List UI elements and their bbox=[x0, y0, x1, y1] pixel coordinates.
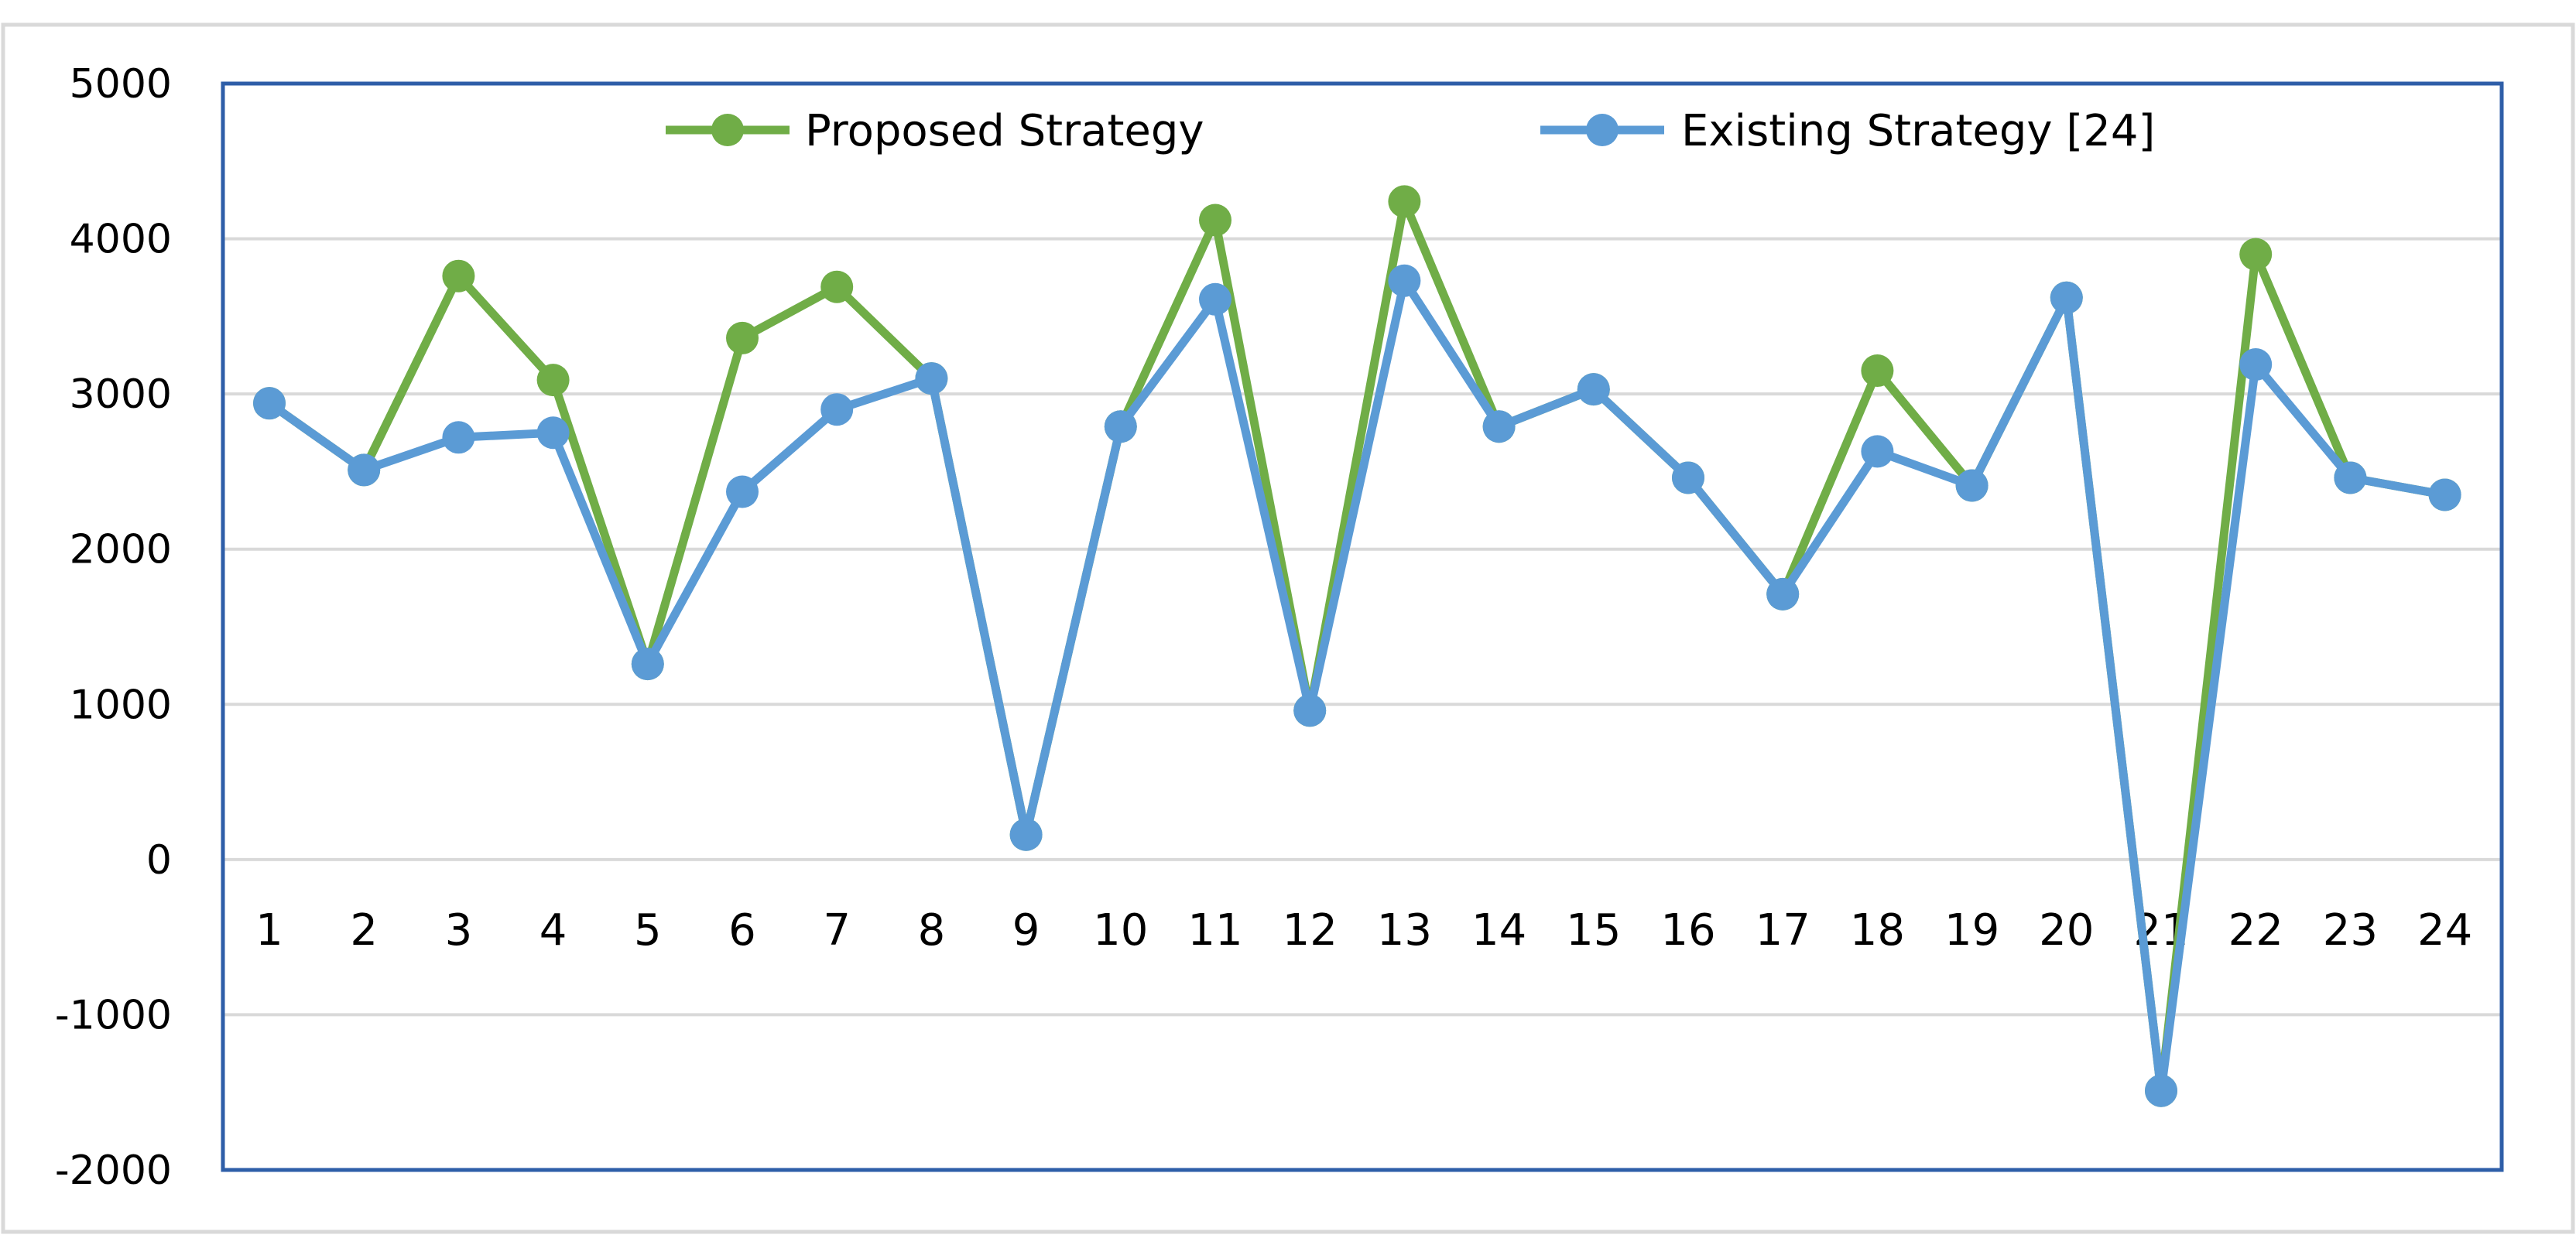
data-point bbox=[442, 259, 475, 292]
x-tick-label: 3 bbox=[445, 905, 473, 956]
legend-label: Existing Strategy [24] bbox=[1681, 106, 2155, 156]
x-tick-label: 10 bbox=[1093, 905, 1148, 956]
data-point bbox=[1577, 373, 1610, 406]
x-tick-label: 5 bbox=[634, 905, 662, 956]
series-2 bbox=[253, 264, 2461, 1107]
data-point bbox=[1388, 185, 1421, 218]
data-point bbox=[253, 387, 286, 420]
x-tick-label: 6 bbox=[728, 905, 756, 956]
y-tick-label: 1000 bbox=[70, 682, 172, 728]
y-tick-label: -2000 bbox=[55, 1148, 172, 1194]
x-tick-label: 23 bbox=[2323, 905, 2378, 956]
data-point bbox=[1955, 469, 1989, 502]
data-point bbox=[2428, 478, 2461, 511]
data-point bbox=[820, 270, 854, 303]
data-point bbox=[1199, 204, 1231, 237]
data-point bbox=[2050, 281, 2083, 314]
x-axis-tick-labels: 1 2 3 4 5 6 7 8 9 10 11 12 13 14 15 16 17 18 19 20 21 22 23 24 bbox=[255, 905, 2472, 956]
y-tick-label: 2000 bbox=[70, 527, 172, 573]
x-tick-label: 16 bbox=[1660, 905, 1715, 956]
x-tick-label: 18 bbox=[1850, 905, 1905, 956]
plot-area-border bbox=[221, 81, 2504, 1172]
data-point bbox=[1104, 410, 1137, 443]
x-tick-label: 24 bbox=[2417, 905, 2472, 956]
data-point bbox=[1482, 410, 1516, 443]
x-tick-label: 11 bbox=[1187, 905, 1242, 956]
data-point bbox=[1766, 577, 1800, 611]
data-point bbox=[536, 364, 570, 397]
x-tick-label: 2 bbox=[350, 905, 378, 956]
legend-marker bbox=[711, 114, 744, 146]
y-tick-label: 0 bbox=[146, 837, 172, 884]
legend: Proposed Strategy Existing Strategy [24] bbox=[666, 106, 2155, 156]
legend-marker bbox=[1586, 114, 1619, 146]
data-point bbox=[631, 648, 664, 681]
x-tick-label: 9 bbox=[1012, 905, 1040, 956]
series-line bbox=[266, 276, 2446, 1096]
x-tick-label: 15 bbox=[1566, 905, 1621, 956]
data-point bbox=[2145, 1074, 2177, 1107]
data-point bbox=[536, 416, 570, 450]
x-tick-label: 1 bbox=[255, 905, 283, 956]
data-point bbox=[1861, 354, 1894, 388]
legend-item: Proposed Strategy bbox=[666, 106, 1204, 156]
legend-label: Proposed Strategy bbox=[805, 106, 1204, 156]
y-tick-label: 4000 bbox=[70, 217, 172, 263]
data-point bbox=[1293, 694, 1327, 727]
data-point bbox=[726, 475, 759, 508]
x-tick-label: 12 bbox=[1283, 905, 1338, 956]
data-point bbox=[1199, 282, 1231, 316]
series-lines bbox=[253, 185, 2461, 1107]
data-point bbox=[348, 453, 381, 487]
x-tick-label: 19 bbox=[1944, 905, 1999, 956]
data-point bbox=[915, 362, 948, 395]
data-point bbox=[442, 421, 475, 454]
y-tick-label: -1000 bbox=[55, 992, 172, 1038]
data-point bbox=[1388, 264, 1421, 297]
x-tick-label: 4 bbox=[540, 905, 567, 956]
data-point bbox=[2239, 238, 2273, 271]
y-tick-label: 3000 bbox=[70, 371, 172, 418]
x-tick-label: 7 bbox=[823, 905, 851, 956]
x-tick-label: 13 bbox=[1377, 905, 1432, 956]
y-axis-tick-labels: 5000 4000 3000 2000 1000 0 -1000 -2000 bbox=[55, 61, 172, 1194]
legend-item: Existing Strategy [24] bbox=[1540, 106, 2155, 156]
data-point bbox=[726, 321, 759, 354]
data-point bbox=[1009, 818, 1043, 851]
x-tick-label: 8 bbox=[918, 905, 946, 956]
data-point bbox=[2239, 348, 2273, 381]
data-point bbox=[2334, 461, 2367, 494]
data-point bbox=[820, 393, 854, 426]
data-point bbox=[1861, 435, 1894, 468]
x-tick-label: 22 bbox=[2228, 905, 2283, 956]
x-tick-label: 14 bbox=[1471, 905, 1526, 956]
y-tick-label: 5000 bbox=[70, 61, 172, 108]
x-tick-label: 20 bbox=[2039, 905, 2094, 956]
x-tick-label: 17 bbox=[1756, 905, 1810, 956]
data-point bbox=[1672, 461, 1704, 494]
